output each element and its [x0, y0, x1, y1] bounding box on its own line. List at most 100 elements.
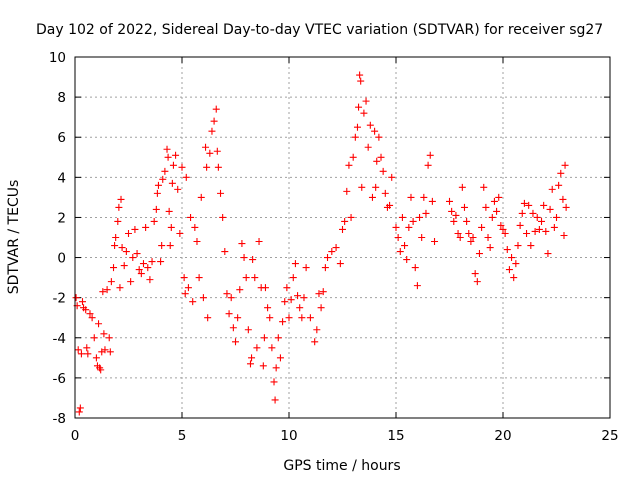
data-point — [291, 260, 299, 268]
data-point — [135, 266, 143, 274]
data-point — [341, 217, 349, 225]
data-point — [388, 173, 396, 181]
data-point — [195, 274, 203, 282]
data-point — [324, 254, 332, 262]
data-point — [484, 234, 492, 241]
x-tick-label: 5 — [178, 428, 187, 444]
data-point — [516, 221, 524, 229]
data-point — [448, 207, 456, 215]
data-point — [92, 354, 100, 362]
data-point — [413, 282, 421, 290]
data-point — [161, 167, 169, 175]
data-point — [347, 213, 355, 221]
data-point — [114, 217, 122, 225]
data-point — [424, 161, 432, 169]
data-point — [264, 304, 272, 312]
data-point — [426, 151, 434, 159]
data-point — [428, 197, 436, 205]
data-point — [225, 310, 233, 318]
x-tick-label: 20 — [494, 428, 511, 444]
data-point — [193, 238, 201, 246]
data-point — [510, 274, 518, 282]
x-axis-label: GPS time / hours — [283, 458, 400, 474]
data-point — [332, 244, 340, 252]
data-point — [345, 161, 353, 169]
data-point — [520, 199, 528, 207]
data-point — [553, 213, 560, 221]
data-point — [103, 286, 111, 294]
data-point — [120, 262, 128, 270]
data-point — [169, 161, 177, 169]
data-point — [373, 157, 381, 165]
data-point — [276, 354, 284, 362]
data-point — [358, 183, 366, 191]
data-point — [197, 193, 205, 201]
data-point — [144, 264, 152, 272]
data-point — [540, 201, 548, 209]
data-point — [82, 306, 90, 314]
data-point — [411, 264, 419, 272]
data-point — [538, 217, 546, 225]
data-point — [550, 223, 558, 231]
data-point — [336, 260, 344, 268]
data-point — [525, 201, 533, 209]
data-point — [142, 223, 150, 231]
data-point — [508, 254, 516, 262]
data-point — [153, 189, 161, 197]
y-tick-label: -2 — [53, 291, 66, 307]
data-point — [503, 246, 511, 254]
x-tick-label: 25 — [601, 428, 618, 444]
data-point — [473, 278, 481, 286]
x-tick-label: 0 — [71, 428, 80, 444]
data-point — [219, 213, 227, 221]
data-point — [234, 314, 242, 322]
data-point — [416, 213, 424, 221]
data-point — [261, 284, 269, 292]
data-point — [482, 203, 490, 211]
data-point — [238, 240, 246, 248]
data-point — [294, 292, 302, 300]
data-point — [199, 294, 207, 302]
data-point — [319, 288, 327, 296]
data-point — [191, 223, 199, 231]
data-point — [529, 209, 537, 217]
data-point — [178, 163, 186, 171]
data-point — [364, 143, 372, 151]
data-point — [321, 264, 329, 272]
data-point — [478, 223, 486, 231]
data-point — [206, 149, 214, 157]
data-point — [99, 288, 107, 296]
data-point — [313, 326, 321, 334]
data-point — [381, 189, 389, 197]
data-point — [213, 147, 221, 155]
data-point — [371, 127, 379, 135]
data-point — [105, 334, 113, 342]
data-point — [111, 242, 119, 250]
data-point — [475, 250, 483, 258]
data-point — [268, 344, 276, 352]
data-point — [72, 294, 80, 302]
plot-frame — [74, 56, 611, 419]
data-point — [152, 205, 160, 213]
data-point — [431, 238, 439, 246]
data-point — [167, 223, 175, 231]
data-point — [227, 294, 235, 302]
data-point — [471, 270, 479, 278]
data-point — [559, 195, 567, 203]
data-point — [463, 217, 471, 225]
data-point — [512, 260, 520, 268]
data-point — [298, 314, 306, 322]
data-point — [244, 326, 252, 334]
data-point — [274, 334, 282, 342]
data-point — [154, 181, 162, 189]
data-point — [362, 97, 370, 105]
data-point — [127, 278, 135, 286]
data-point — [514, 242, 522, 250]
data-point — [454, 229, 462, 237]
data-point — [493, 207, 501, 215]
data-point — [460, 203, 468, 211]
data-point — [531, 227, 539, 235]
data-point — [446, 197, 453, 205]
data-point — [182, 173, 190, 181]
data-points — [72, 71, 570, 416]
